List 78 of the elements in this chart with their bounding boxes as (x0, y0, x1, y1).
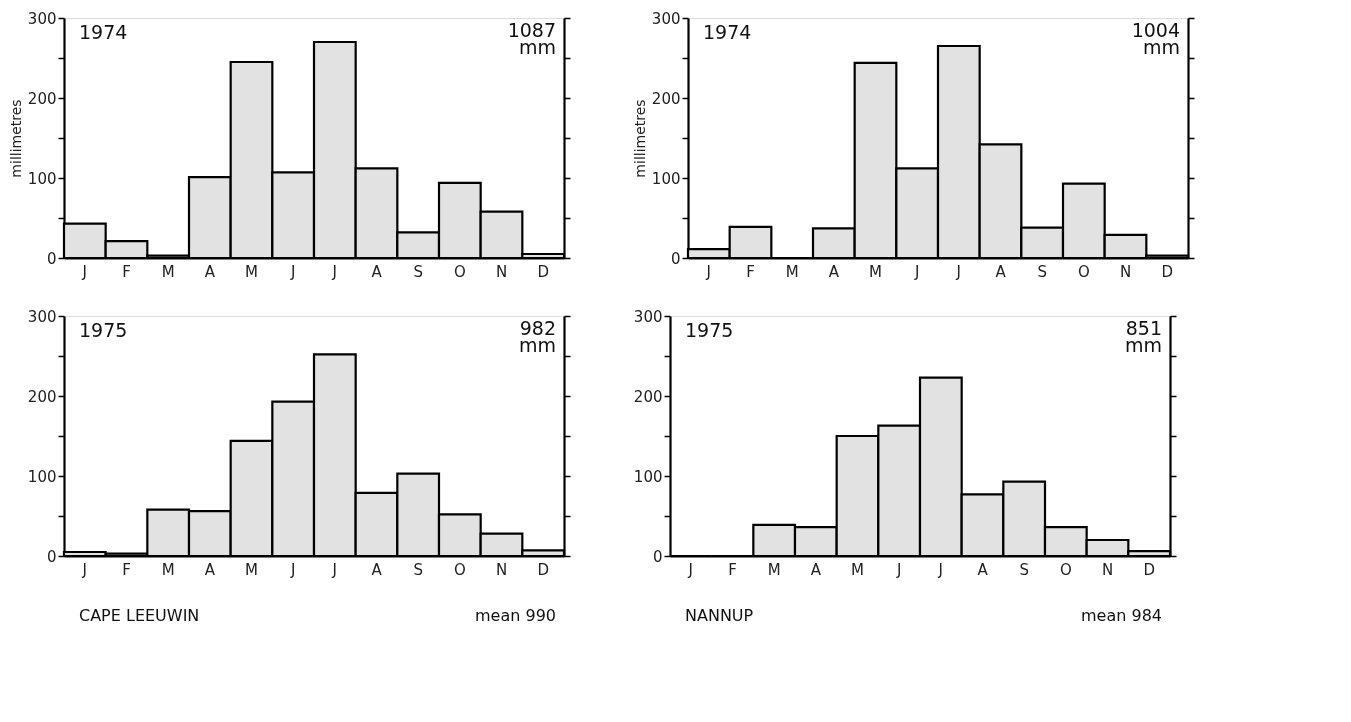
x-tick-label: A (371, 560, 383, 579)
y-tick-label: 200 (633, 387, 663, 406)
y-tick-label: 100 (633, 467, 663, 486)
x-tick-label: J (895, 560, 902, 579)
x-tick-label: A (371, 262, 383, 281)
x-tick-label: M (245, 262, 258, 281)
annotation: 1975 (79, 319, 128, 341)
x-tick-label: S (413, 560, 423, 579)
x-tick-label: D (537, 560, 549, 579)
annotation: 1974 (703, 21, 752, 43)
text: mean 984 (1081, 606, 1162, 625)
y-tick-label: 200 (27, 387, 57, 406)
y-axis-title: millimetres (631, 99, 648, 178)
x-tick-label: J (289, 262, 296, 281)
x-tick-label: S (413, 262, 423, 281)
x-tick-label: F (728, 560, 737, 579)
x-tick-label: S (1037, 262, 1047, 281)
y-axis-title: millimetres (7, 99, 24, 178)
text: mean 990 (475, 606, 556, 625)
x-tick-label: J (81, 560, 88, 579)
annotation: 1975 (685, 319, 734, 341)
x-tick-label: O (453, 262, 466, 281)
y-tick-label: 100 (651, 169, 681, 188)
x-tick-label: A (995, 262, 1007, 281)
x-tick-label: F (122, 560, 131, 579)
x-tick-label: A (828, 262, 840, 281)
x-tick-label: J (331, 262, 338, 281)
x-tick-label: F (746, 262, 755, 281)
y-tick-label: 300 (27, 9, 57, 28)
x-tick-label: N (495, 560, 508, 579)
x-tick-label: J (331, 560, 338, 579)
x-tick-label: A (204, 560, 216, 579)
x-tick-label: D (537, 262, 549, 281)
x-tick-label: D (1161, 262, 1173, 281)
x-tick-label: M (161, 262, 175, 281)
annotation: 982 mm (518, 317, 556, 356)
x-tick-label: S (1019, 560, 1029, 579)
x-tick-label: M (245, 560, 258, 579)
text: CAPE LEEUWIN (79, 606, 200, 625)
annotation: 851 mm (1124, 317, 1162, 356)
x-tick-label: M (161, 560, 175, 579)
x-tick-label: F (122, 262, 131, 281)
x-tick-label: A (204, 262, 216, 281)
x-tick-label: M (767, 560, 781, 579)
text: NANNUP (685, 606, 754, 625)
x-tick-label: J (937, 560, 944, 579)
y-tick-label: 300 (27, 307, 57, 326)
x-tick-label: M (851, 560, 864, 579)
x-tick-label: A (977, 560, 989, 579)
x-tick-label: O (1059, 560, 1072, 579)
y-tick-label: 200 (27, 89, 57, 108)
x-tick-label: N (1119, 262, 1132, 281)
y-tick-label: 200 (651, 89, 681, 108)
x-tick-label: J (81, 262, 88, 281)
x-tick-label: M (869, 262, 882, 281)
x-tick-label: O (453, 560, 466, 579)
y-tick-label: 300 (633, 307, 663, 326)
y-tick-label: 100 (27, 467, 57, 486)
x-tick-label: J (913, 262, 920, 281)
x-tick-label: O (1077, 262, 1090, 281)
x-tick-label: J (687, 560, 694, 579)
y-tick-label: 0 (46, 249, 57, 268)
annotation: 1974 (79, 21, 128, 43)
x-tick-label: A (810, 560, 822, 579)
annotation: 1087 mm (507, 19, 556, 58)
x-tick-label: J (955, 262, 962, 281)
x-tick-label: M (785, 262, 799, 281)
annotation: 1004 mm (1131, 19, 1180, 58)
x-tick-label: D (1143, 560, 1155, 579)
y-tick-label: 0 (670, 249, 681, 268)
y-tick-label: 0 (46, 547, 57, 566)
y-tick-label: 100 (27, 169, 57, 188)
y-tick-label: 300 (651, 9, 681, 28)
y-tick-label: 0 (652, 547, 663, 566)
x-tick-label: J (289, 560, 296, 579)
x-tick-label: N (1101, 560, 1114, 579)
x-tick-label: J (705, 262, 712, 281)
x-tick-label: N (495, 262, 508, 281)
